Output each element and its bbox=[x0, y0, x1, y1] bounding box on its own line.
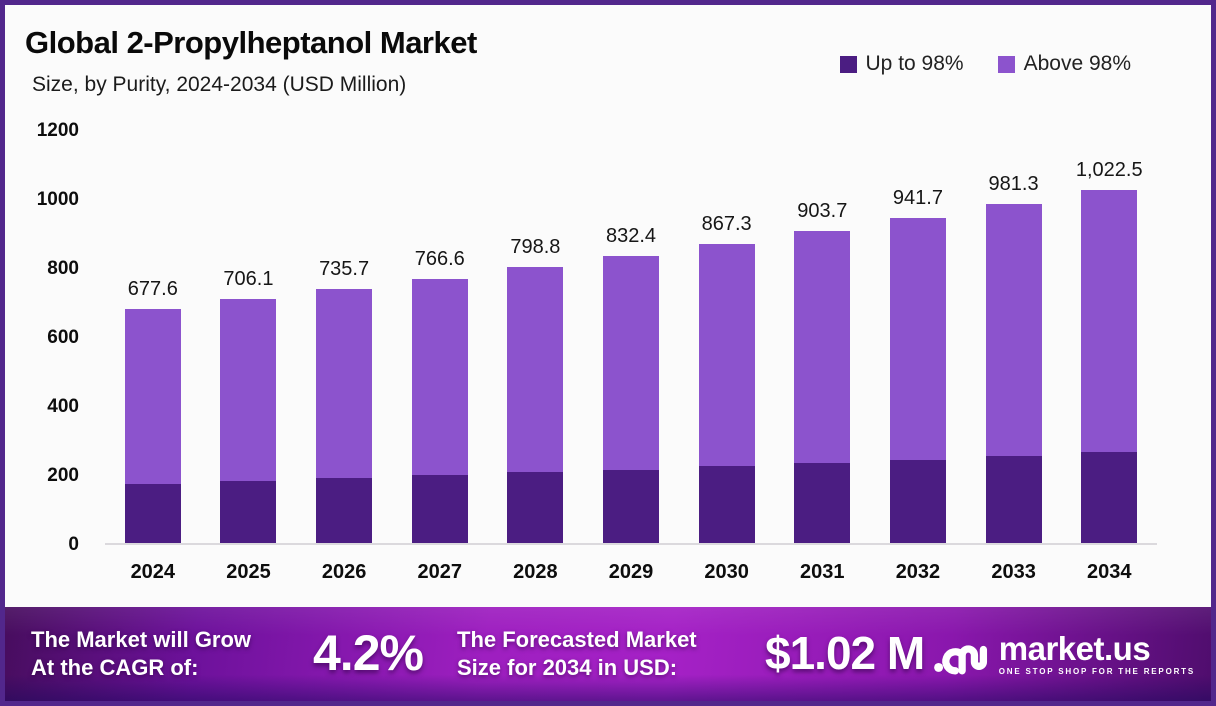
x-tick-2032: 2032 bbox=[895, 561, 941, 583]
bar-column-2032: 941.7 bbox=[870, 131, 966, 543]
bar-segment-above-98 bbox=[889, 218, 946, 460]
page-subtitle: Size, by Purity, 2024-2034 (USD Million) bbox=[32, 73, 407, 96]
bar-segment-above-98 bbox=[124, 309, 181, 484]
bar-total-label: 798.8 bbox=[510, 236, 561, 259]
x-tick-2030: 2030 bbox=[704, 561, 749, 583]
x-axis-labels: 2024 2025 2026 2027 2028 2029 2030 2031 2032 2033… bbox=[105, 561, 1157, 584]
bar-segment-up-to-98 bbox=[316, 478, 373, 543]
cagr-label-line2: At the CAGR of: bbox=[31, 655, 199, 680]
legend-item-0: Up to 98% bbox=[839, 52, 964, 76]
bar-segment-up-to-98 bbox=[507, 472, 564, 543]
bar-column-2025: 706.1 bbox=[201, 131, 297, 543]
bar-segment-up-to-98 bbox=[220, 480, 277, 543]
y-axis: 0 200 400 600 800 1000 1200 bbox=[5, 120, 83, 555]
bar-total-label: 981.3 bbox=[988, 173, 1039, 196]
y-tick-200: 200 bbox=[47, 465, 79, 486]
bar-segment-up-to-98 bbox=[411, 475, 468, 543]
bar-total-label: 903.7 bbox=[797, 200, 848, 223]
bar-column-2034: 1,022.5 bbox=[1061, 131, 1157, 543]
bar-total-label: 867.3 bbox=[701, 212, 752, 235]
y-tick-400: 400 bbox=[47, 396, 79, 417]
cagr-label: The Market will Grow At the CAGR of: bbox=[31, 626, 251, 682]
x-tick-2031: 2031 bbox=[800, 561, 845, 583]
bar-total-label: 1,022.5 bbox=[1075, 159, 1143, 182]
x-tick-2029: 2029 bbox=[608, 561, 654, 583]
chart-legend: Up to 98% Above 98% bbox=[839, 52, 1131, 76]
bar-chart-plot-area: 677.6 706.1 735.7 766.6 798.8 832.4 867.3 903.7… bbox=[105, 131, 1157, 545]
x-tick-2026: 2026 bbox=[321, 561, 367, 583]
brand-tagline: ONE STOP SHOP FOR THE REPORTS bbox=[998, 667, 1195, 676]
bar-segment-up-to-98 bbox=[794, 462, 851, 543]
bar-column-2031: 903.7 bbox=[774, 131, 870, 543]
bar-segment-above-98 bbox=[985, 204, 1042, 457]
forecast-label: The Forecasted Market Size for 2034 in U… bbox=[457, 626, 697, 682]
bar-segment-up-to-98 bbox=[1081, 452, 1138, 543]
bar-column-2026: 735.7 bbox=[296, 131, 392, 543]
bar-segment-above-98 bbox=[411, 278, 468, 476]
legend-label: Up to 98% bbox=[865, 52, 964, 75]
marketus-logo-text: market.us ONE STOP SHOP FOR THE REPORTS bbox=[999, 632, 1195, 676]
bar-segment-above-98 bbox=[794, 231, 851, 463]
bar-column-2030: 867.3 bbox=[679, 131, 775, 543]
forecast-value: $1.02 M bbox=[765, 626, 925, 679]
bar-segment-up-to-98 bbox=[889, 459, 946, 543]
bar-column-2027: 766.6 bbox=[392, 131, 488, 543]
bar-segment-up-to-98 bbox=[124, 483, 181, 543]
legend-swatch-icon bbox=[839, 55, 857, 73]
x-tick-2027: 2027 bbox=[417, 561, 462, 583]
bar-column-2024: 677.6 bbox=[105, 131, 201, 543]
bar-total-label: 766.6 bbox=[414, 247, 465, 270]
y-tick-1200: 1200 bbox=[36, 120, 79, 141]
footer-banner: The Market will Grow At the CAGR of: 4.2… bbox=[5, 607, 1211, 701]
y-tick-800: 800 bbox=[47, 258, 79, 279]
bar-segment-above-98 bbox=[698, 243, 755, 467]
cagr-value: 4.2% bbox=[313, 624, 424, 681]
bar-segment-above-98 bbox=[220, 299, 277, 481]
bar-segment-above-98 bbox=[1081, 190, 1138, 453]
legend-item-1: Above 98% bbox=[997, 52, 1131, 76]
bar-total-label: 677.6 bbox=[127, 278, 178, 301]
x-tick-2034: 2034 bbox=[1086, 561, 1132, 583]
x-tick-2024: 2024 bbox=[130, 561, 176, 583]
bar-segment-up-to-98 bbox=[698, 466, 755, 543]
legend-swatch-icon bbox=[997, 55, 1015, 73]
marketus-logo-icon bbox=[933, 645, 987, 675]
bar-total-label: 832.4 bbox=[605, 224, 657, 247]
bar-segment-above-98 bbox=[316, 289, 373, 479]
bar-column-2033: 981.3 bbox=[966, 131, 1062, 543]
bar-segment-up-to-98 bbox=[985, 456, 1042, 543]
x-tick-2028: 2028 bbox=[513, 561, 558, 583]
forecast-label-line1: The Forecasted Market bbox=[457, 626, 697, 652]
bar-column-2029: 832.4 bbox=[583, 131, 679, 543]
bar-total-label: 706.1 bbox=[223, 268, 274, 291]
y-tick-0: 0 bbox=[68, 534, 79, 555]
x-tick-2025: 2025 bbox=[226, 561, 271, 583]
bar-segment-above-98 bbox=[507, 267, 564, 473]
page-title: Global 2-Propylheptanol Market bbox=[25, 25, 477, 60]
forecast-label-line2: Size for 2034 in USD: bbox=[457, 655, 678, 680]
marketus-logo: market.us ONE STOP SHOP FOR THE REPORTS bbox=[933, 631, 1195, 677]
y-tick-600: 600 bbox=[47, 327, 79, 348]
y-tick-1000: 1000 bbox=[36, 189, 79, 210]
brand-name: market.us bbox=[998, 630, 1151, 667]
bar-segment-up-to-98 bbox=[603, 469, 660, 543]
legend-label: Above 98% bbox=[1023, 52, 1131, 75]
bar-total-label: 735.7 bbox=[319, 258, 370, 281]
bar-segment-above-98 bbox=[603, 255, 660, 470]
cagr-label-line1: The Market will Grow bbox=[31, 626, 252, 652]
x-tick-2033: 2033 bbox=[991, 561, 1036, 583]
bar-column-2028: 798.8 bbox=[488, 131, 584, 543]
bar-total-label: 941.7 bbox=[892, 187, 943, 210]
